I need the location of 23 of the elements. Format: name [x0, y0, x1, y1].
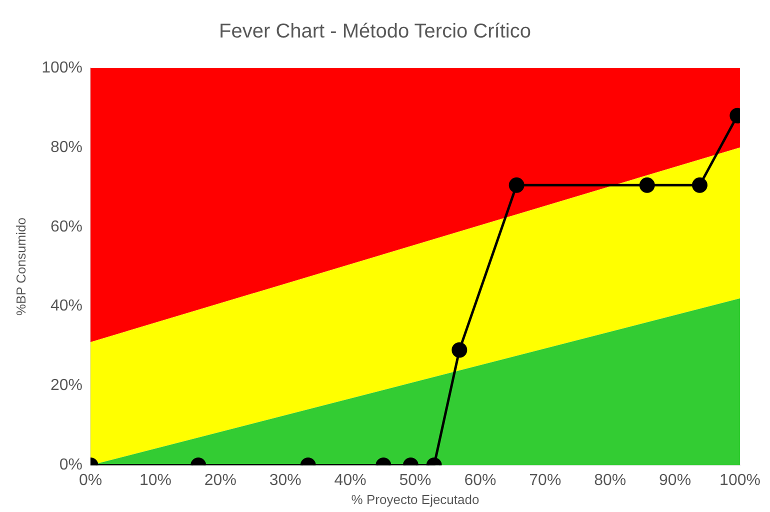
y-tick-label: 40%	[50, 298, 83, 315]
y-tick-label: 20%	[50, 377, 83, 394]
chart-title: Fever Chart - Método Tercio Crítico	[219, 20, 531, 43]
y-tick-label: 80%	[50, 138, 83, 156]
x-tick-label: 40%	[334, 472, 366, 490]
x-tick-label: 80%	[594, 472, 626, 490]
x-tick-label: 10%	[139, 472, 172, 490]
point	[692, 177, 708, 193]
y-axis-title: %BP Consumido	[13, 218, 28, 316]
x-tick-label: 0%	[78, 472, 102, 490]
x-tick-label: 30%	[269, 472, 302, 490]
x-tick-label: 60%	[464, 472, 496, 490]
x-tick-label: 20%	[204, 472, 236, 490]
x-tick-label: 50%	[399, 472, 432, 490]
point	[508, 177, 524, 193]
x-axis-title: % Proyecto Ejecutado	[351, 492, 480, 507]
x-tick-label: 70%	[529, 472, 562, 490]
point	[639, 177, 655, 193]
y-tick-label: 0%	[59, 456, 83, 474]
x-tick-label: 90%	[659, 472, 692, 490]
y-tick-label: 60%	[50, 218, 83, 236]
y-tick-label: 100%	[42, 59, 83, 76]
x-tick-label: 100%	[720, 472, 760, 490]
